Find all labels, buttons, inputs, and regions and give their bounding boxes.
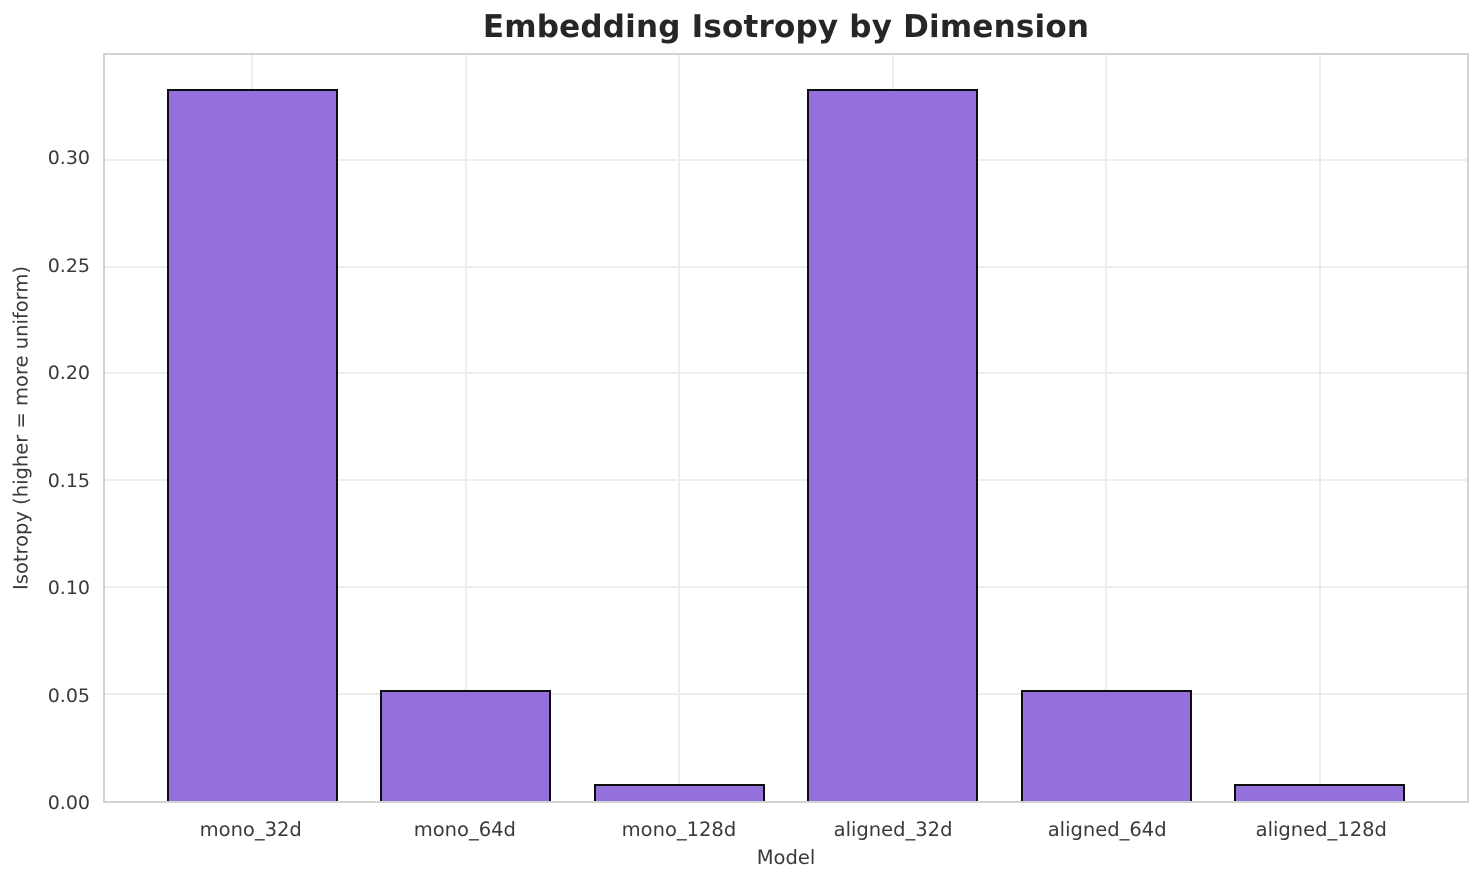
x-tick-label: mono_64d bbox=[413, 818, 516, 841]
y-tick-label: 0.30 bbox=[47, 147, 90, 170]
chart-title: Embedding Isotropy by Dimension bbox=[482, 9, 1090, 45]
horizontal-gridline bbox=[105, 586, 1467, 589]
vertical-gridline bbox=[464, 55, 467, 801]
bar bbox=[166, 89, 338, 801]
plot-area bbox=[103, 53, 1469, 803]
bar bbox=[1020, 689, 1192, 801]
y-tick-label: 0.25 bbox=[47, 254, 90, 277]
horizontal-gridline bbox=[105, 372, 1467, 375]
x-tick-label: aligned_32d bbox=[833, 818, 953, 841]
x-tick-label: aligned_64d bbox=[1047, 818, 1167, 841]
horizontal-gridline bbox=[105, 693, 1467, 696]
y-tick-label: 0.00 bbox=[47, 792, 90, 814]
y-tick-label: 0.20 bbox=[47, 362, 90, 385]
x-axis-label: Model bbox=[756, 846, 816, 869]
horizontal-gridline bbox=[105, 479, 1467, 482]
horizontal-gridline bbox=[105, 158, 1467, 161]
vertical-gridline bbox=[1318, 55, 1321, 801]
x-tick-label: mono_128d bbox=[621, 818, 737, 841]
y-axis-label: Isotropy (higher = more uniform) bbox=[9, 266, 33, 590]
horizontal-gridline bbox=[105, 265, 1467, 268]
y-tick-label: 0.05 bbox=[47, 684, 90, 707]
y-tick-label: 0.15 bbox=[47, 469, 90, 492]
x-tick-label: mono_32d bbox=[199, 818, 302, 841]
x-tick-label: aligned_128d bbox=[1255, 818, 1387, 841]
y-tick-label: 0.10 bbox=[47, 577, 90, 600]
bar bbox=[593, 783, 765, 801]
vertical-gridline bbox=[1105, 55, 1108, 801]
bar bbox=[807, 89, 979, 801]
bar bbox=[380, 689, 552, 801]
bar bbox=[1234, 783, 1406, 801]
vertical-gridline bbox=[678, 55, 681, 801]
